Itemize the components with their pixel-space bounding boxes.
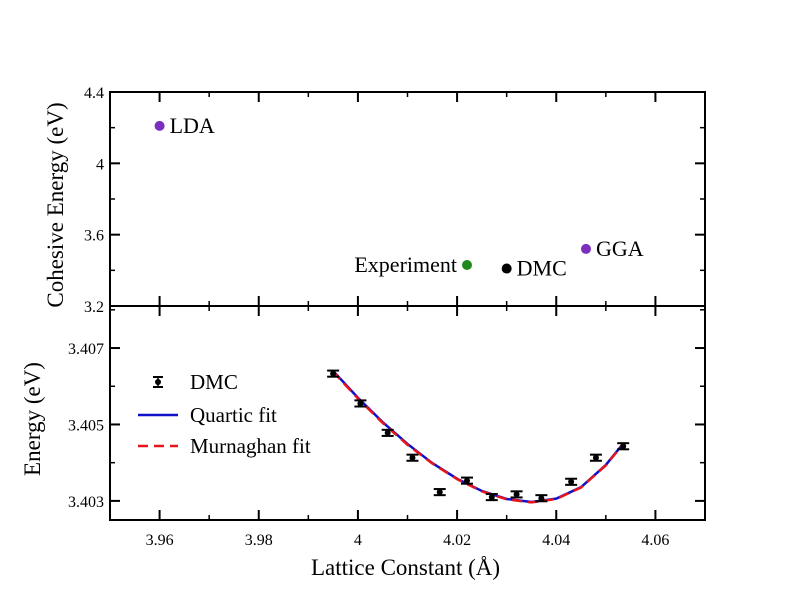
legend-point [155,379,161,385]
dmc-errorbar-point [485,493,498,502]
dmc-errorbar-point [589,453,602,462]
dmc-point [620,443,627,450]
dmc-point [436,489,443,496]
top-y-tick-label: 3.6 [84,228,104,245]
x-tick-label: 4.02 [443,532,471,549]
top-y-axis-label: Cohesive Energy (eV) [43,102,68,307]
dmc-point [464,477,470,484]
legend-label: Murnaghan fit [190,434,311,458]
dmc-point [330,370,337,377]
dmc-point [409,454,416,461]
x-axis-label: Lattice Constant (Å) [311,555,500,580]
dmc-errorbar-point [617,442,630,451]
bottom-panel: 3.403 3.405 3.407 3.96 3.98 4 4.02 4.04 4.06 DM… [20,305,706,580]
bottom-series [327,369,630,504]
dmc-point [592,454,599,461]
legend-label: Quartic fit [190,403,277,427]
dmc-point [538,495,545,502]
legend-label: DMC [190,370,238,394]
legend-symbol-dmc [153,376,163,388]
x-tick-label: 4.04 [542,532,570,549]
point-label-gga: GGA [596,236,644,261]
y-tick-label: 3.403 [68,494,104,511]
dmc-point [488,494,495,501]
x-tick-label: 3.96 [146,532,174,549]
y-tick-label: 3.405 [68,417,104,434]
dmc-point [357,400,364,407]
dmc-errorbar-point [381,428,394,437]
point-lda [154,120,165,131]
x-tick-labels: 3.96 3.98 4 4.02 4.04 4.06 [146,532,670,549]
point-label-lda: LDA [170,113,215,138]
y-tick-label: 3.407 [68,341,104,358]
dmc-errorbar-point [406,453,419,462]
bottom-y-axis-label: Energy (eV) [20,362,45,476]
x-tick-label: 4 [354,532,362,549]
dmc-errorbar-point [461,476,473,485]
dmc-errorbar-point [433,488,446,497]
dmc-errorbar-point [535,494,548,503]
point-dmc [501,263,512,274]
dmc-errorbar-point [565,477,578,486]
x-tick-label: 4.06 [641,532,669,549]
top-ytick-labels: 3.2 3.6 4 4.4 [84,85,104,316]
point-label-dmc: DMC [517,256,567,281]
top-points: LDA Experiment DMC GGA [154,113,644,281]
top-y-tick-label: 3.2 [84,299,104,316]
legend: DMC Quartic fit Murnaghan fit [138,370,311,458]
quartic-fit-line [332,370,625,504]
x-tick-label: 3.98 [245,532,273,549]
top-ticks [110,91,706,307]
point-label-experiment: Experiment [354,252,457,277]
dmc-point [568,478,575,485]
dmc-errorbar-point [327,369,340,378]
top-panel: 3.2 3.6 4 4.4 LDA Experiment DMC GGA Cohesive … [43,85,706,316]
bottom-ytick-labels: 3.403 3.405 3.407 [68,341,104,511]
bottom-ticks [110,306,706,520]
dmc-point [513,491,520,498]
murnaghan-fit-line [332,370,625,504]
dmc-point [384,429,391,436]
point-experiment [462,259,472,270]
dmc-errorbar-point [354,399,367,408]
point-gga [581,243,591,254]
dmc-errorbar-point [510,490,523,499]
top-y-tick-label: 4.4 [84,85,104,102]
top-y-tick-label: 4 [96,156,104,173]
